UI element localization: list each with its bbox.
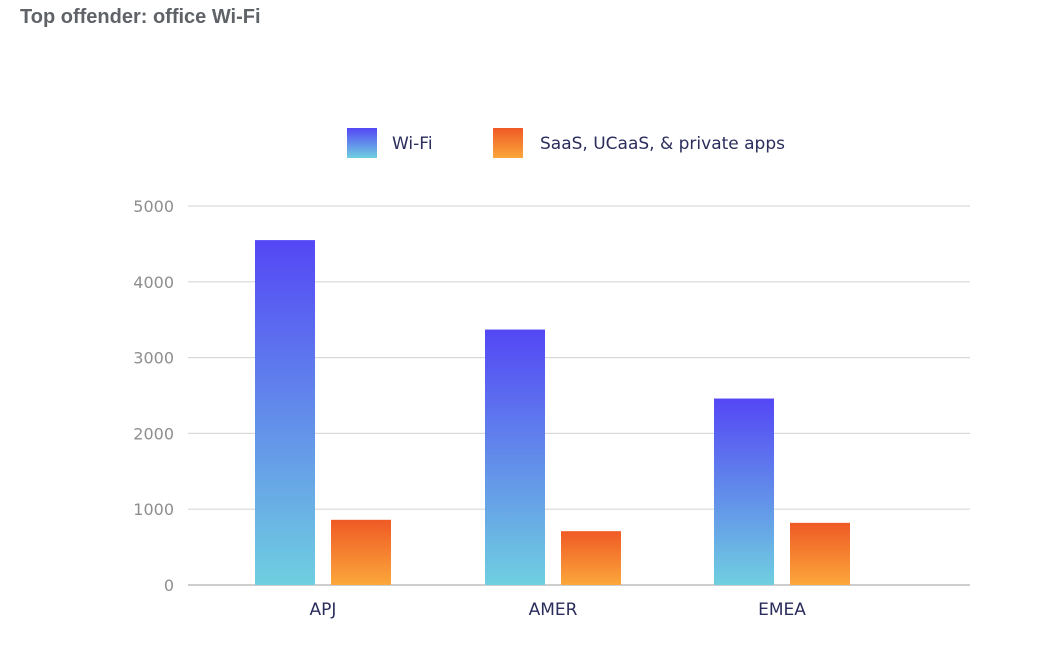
y-tick-label: 3000 (133, 349, 174, 368)
y-tick-label: 1000 (133, 500, 174, 519)
x-tick-label: APJ (310, 600, 337, 620)
bars (255, 240, 850, 586)
x-axis-ticks: APJ AMER EMEA (310, 600, 807, 620)
bar-emea-series-0 (714, 398, 774, 585)
y-tick-label: 2000 (133, 424, 174, 443)
y-axis-ticks: 0 1000 2000 3000 4000 5000 (133, 197, 174, 595)
bar-amer-series-1 (561, 531, 621, 585)
legend-swatch (347, 128, 377, 158)
bar-apj-series-0 (255, 240, 315, 586)
legend-swatch (493, 128, 523, 158)
bar-amer-series-0 (485, 329, 545, 585)
y-tick-label: 0 (164, 576, 174, 595)
x-tick-label: EMEA (758, 600, 806, 620)
bar-apj-series-1 (331, 519, 391, 585)
y-tick-label: 4000 (133, 273, 174, 292)
legend-label: Wi-Fi (392, 134, 433, 154)
page-title: Top offender: office Wi-Fi (20, 6, 261, 28)
legend-label: SaaS, UCaaS, & private apps (540, 134, 785, 154)
legend: Wi-Fi SaaS, UCaaS, & private apps (347, 128, 785, 158)
x-tick-label: AMER (529, 600, 578, 620)
y-tick-label: 5000 (133, 197, 174, 216)
bar-emea-series-1 (790, 522, 850, 585)
